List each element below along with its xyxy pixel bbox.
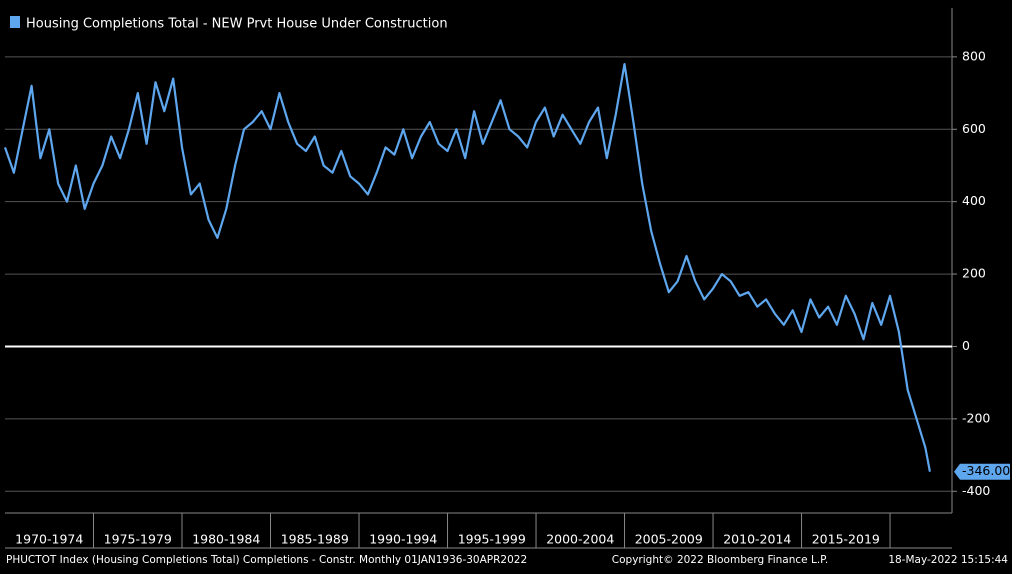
x-band-label: 2010-2014 <box>723 532 791 547</box>
x-band-label: 1975-1979 <box>104 532 172 547</box>
x-band-label: 1980-1984 <box>192 532 260 547</box>
y-tick-label: -200 <box>962 410 990 425</box>
x-band-label: 1990-1994 <box>369 532 437 547</box>
x-band-label: 1995-1999 <box>458 532 526 547</box>
legend-swatch <box>10 16 20 28</box>
series-line <box>3 62 931 472</box>
y-tick-label: 600 <box>962 121 986 136</box>
footer-right: 18-May-2022 15:15:44 <box>888 554 1008 566</box>
legend-label: Housing Completions Total - NEW Prvt Hou… <box>26 17 448 32</box>
y-tick-label: 0 <box>962 338 970 353</box>
y-tick-label: 200 <box>962 266 986 281</box>
last-value-tag <box>954 463 1010 480</box>
x-band-label: 1970-1974 <box>15 532 83 547</box>
last-value-label: -346.00 <box>962 463 1010 478</box>
footer-left: PHUCTOT Index (Housing Completions Total… <box>6 554 527 566</box>
x-band-label: 1985-1989 <box>281 532 349 547</box>
x-band-label: 2000-2004 <box>546 532 614 547</box>
x-band-label: 2005-2009 <box>635 532 703 547</box>
x-band-label: 2015-2019 <box>812 532 880 547</box>
y-tick-label: -400 <box>962 483 990 498</box>
y-tick-label: 800 <box>962 48 986 63</box>
y-tick-label: 400 <box>962 193 986 208</box>
footer-center: Copyright© 2022 Bloomberg Finance L.P. <box>612 554 828 566</box>
